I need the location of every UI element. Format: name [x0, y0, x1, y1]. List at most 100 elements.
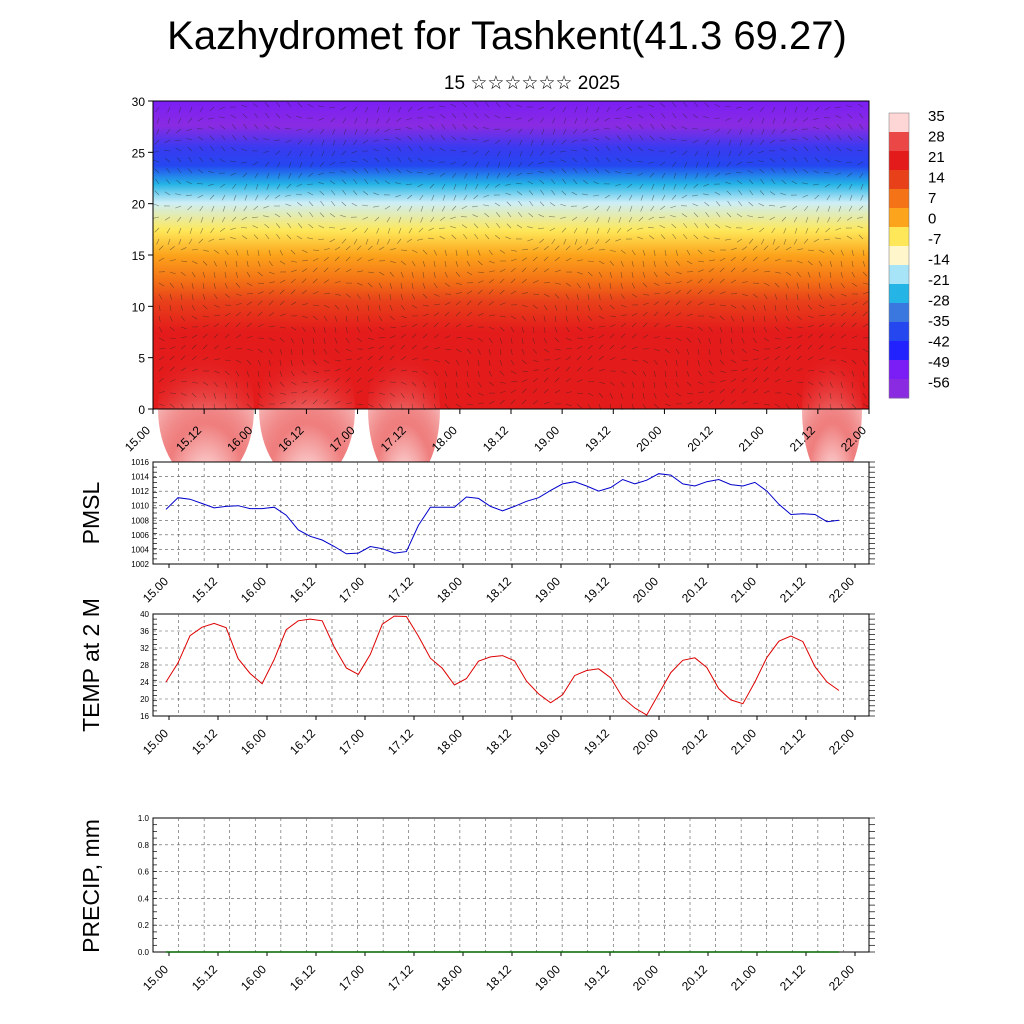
precip-xtick-label: 21.00: [728, 962, 759, 993]
colorbar-label: 0: [928, 211, 936, 228]
cs-xtick-label: 19.12: [582, 423, 613, 454]
colorbar-band: [889, 246, 909, 266]
colorbar-label: 14: [928, 170, 945, 187]
temp2m-xtick-label: 18.12: [483, 726, 514, 757]
pmsl-xtick-label: 17.12: [385, 574, 416, 605]
temp2m-xtick-label: 18.00: [434, 726, 465, 757]
colorbar-band: [889, 151, 909, 171]
precip-ytick-label: 1.0: [138, 814, 150, 823]
colorbar-band: [889, 284, 909, 304]
pmsl-xtick-label: 15.12: [189, 574, 220, 605]
pmsl-ytick-label: 1006: [131, 531, 149, 540]
temp2m-ytick-label: 32: [140, 644, 149, 653]
colorbar-label: -14: [928, 252, 950, 269]
temp2m-xtick-label: 19.12: [581, 726, 612, 757]
colorbar-frame: [888, 112, 910, 399]
colorbar-label: -56: [928, 375, 950, 392]
pmsl-xtick-label: 15.00: [140, 574, 171, 605]
temp2m-xtick-label: 20.00: [630, 726, 661, 757]
pmsl-ytick-label: 1002: [131, 560, 149, 569]
precip-xtick-label: 21.12: [777, 962, 808, 993]
colorbar-band: [889, 208, 909, 228]
pmsl-xtick-label: 19.00: [532, 574, 563, 605]
chart-title: Kazhydromet for Tashkent(41.3 69.27): [167, 14, 847, 58]
colorbar-band: [889, 170, 909, 190]
precip-xtick-label: 18.00: [434, 962, 465, 993]
pmsl-ytick-label: 1016: [131, 458, 149, 467]
precip-xtick-label: 17.00: [336, 962, 367, 993]
temp2m-axis-label: TEMP at 2 M: [78, 598, 104, 732]
temp2m-ytick-label: 28: [140, 661, 149, 670]
pmsl-panel: 1002 1004 1006 1008 1010 1012 1014 1016 15.00 15.…: [78, 458, 875, 605]
pmsl-ytick-label: 1012: [131, 487, 149, 496]
pmsl-series-line: [165, 473, 840, 555]
pmsl-xtick-label: 20.12: [679, 574, 710, 605]
precip-xtick-label: 16.12: [287, 962, 318, 993]
temp2m-xtick-label: 22.00: [826, 726, 857, 757]
pmsl-xtick-label: 20.00: [630, 574, 661, 605]
pmsl-ytick-label: 1008: [131, 516, 149, 525]
colorbar-band: [889, 265, 909, 285]
precip-xtick-label: 16.00: [238, 962, 269, 993]
colorbar-label: 7: [928, 190, 936, 207]
precip-xtick-label: 15.00: [140, 962, 171, 993]
temp2m-grid: [153, 614, 869, 716]
pmsl-ytick-label: 1010: [131, 502, 149, 511]
cs-ytick-label: 30: [132, 95, 146, 109]
pmsl-xtick-label: 18.00: [434, 574, 465, 605]
precip-axis-label: PRECIP, mm: [78, 819, 104, 953]
temp2m-ytick-label: 20: [140, 695, 149, 704]
cs-xtick-label: 20.00: [633, 423, 664, 454]
pmsl-xtick-label: 21.12: [777, 574, 808, 605]
temp2m-ytick-label: 40: [140, 610, 149, 619]
precip-ytick-label: 0.6: [138, 868, 150, 877]
precip-xtick-label: 22.00: [826, 962, 857, 993]
precip-panel: 0.0 0.2 0.4 0.6 0.8 1.0 15.00 15.12 16.00 16.12 17…: [78, 814, 875, 993]
colorbar-band: [889, 379, 909, 399]
pmsl-xtick-label: 16.00: [238, 574, 269, 605]
temp2m-xtick-label: 20.12: [679, 726, 710, 757]
precip-xtick-label: 15.12: [189, 962, 220, 993]
cs-xtick-label: 21.00: [736, 423, 767, 454]
colorbar-band: [889, 227, 909, 247]
cross-section-field: [153, 101, 869, 409]
temp2m-ytick-label: 16: [140, 712, 149, 721]
precip-ytick-label: 0.4: [138, 894, 150, 903]
temp2m-panel: 16 20 24 28 32 36 40 15.00 15.12 16.00 16.12 17.00 1…: [78, 598, 875, 757]
temp2m-ytick-label: 36: [140, 627, 149, 636]
pmsl-xtick-label: 21.00: [728, 574, 759, 605]
cs-ytick-label: 15: [132, 249, 146, 263]
temp2m-ytick-label: 24: [140, 678, 149, 687]
precip-ytick-label: 0.0: [138, 948, 150, 957]
colorbar-label: -7: [928, 231, 941, 248]
pmsl-axis-label: PMSL: [78, 481, 104, 544]
cs-ytick-label: 25: [132, 146, 146, 160]
colorbar-band: [889, 113, 909, 133]
colorbar-label: -49: [928, 354, 950, 371]
cs-ytick-label: 5: [138, 352, 145, 366]
pmsl-xtick-label: 18.12: [483, 574, 514, 605]
pmsl-ytick-label: 1004: [131, 545, 149, 554]
colorbar-label: -21: [928, 272, 950, 289]
colorbar-band: [889, 322, 909, 342]
cs-xtick-label: 15.00: [122, 423, 153, 454]
precip-xtick-label: 18.12: [483, 962, 514, 993]
colorbar-label: -35: [928, 313, 950, 330]
pmsl-xtick-label: 17.00: [336, 574, 367, 605]
precip-xtick-label: 19.12: [581, 962, 612, 993]
temp2m-xtick-label: 17.12: [385, 726, 416, 757]
precip-ytick-label: 0.2: [138, 921, 150, 930]
colorbar-band: [889, 303, 909, 323]
temp2m-xtick-label: 21.00: [728, 726, 759, 757]
colorbar-label: 21: [928, 149, 945, 166]
colorbar-band: [889, 360, 909, 380]
cs-xtick-label: 19.00: [531, 423, 562, 454]
cs-ytick-label: 20: [132, 198, 146, 212]
temp2m-xtick-label: 16.12: [287, 726, 318, 757]
precip-xtick-label: 20.00: [630, 962, 661, 993]
colorbar-band: [889, 189, 909, 209]
pmsl-xtick-label: 19.12: [581, 574, 612, 605]
pmsl-grid: [153, 462, 869, 564]
pmsl-xtick-label: 22.00: [826, 574, 857, 605]
